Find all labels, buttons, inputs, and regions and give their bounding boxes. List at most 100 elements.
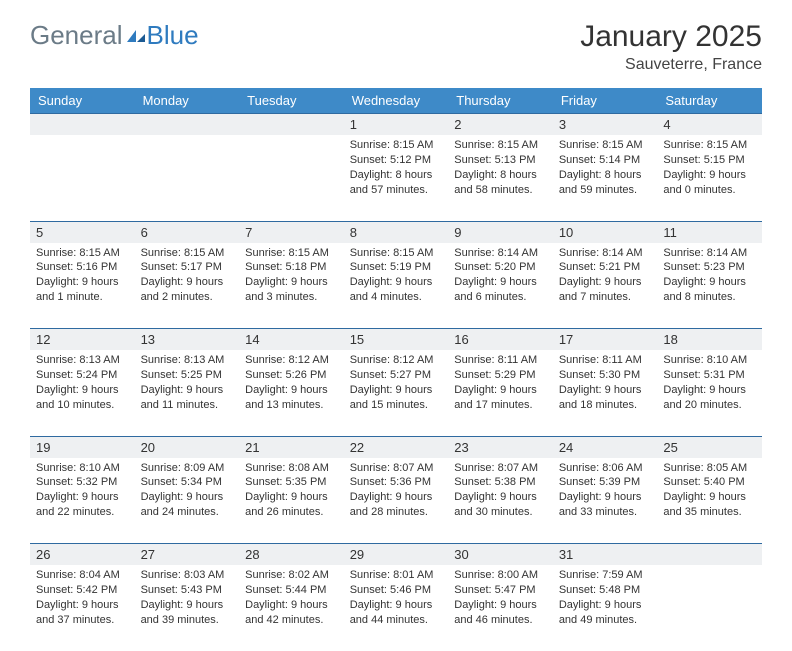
day-number: 15 — [344, 329, 449, 351]
day-number: 1 — [344, 114, 449, 136]
daynum-row: 262728293031 — [30, 544, 762, 566]
sun-info: Sunrise: 8:14 AMSunset: 5:20 PMDaylight:… — [454, 246, 547, 305]
logo-text-blue: Blue — [147, 20, 199, 51]
day-cell — [657, 565, 762, 651]
day-cell: Sunrise: 8:12 AMSunset: 5:26 PMDaylight:… — [239, 350, 344, 436]
day-number: 23 — [448, 436, 553, 458]
day-number: 19 — [30, 436, 135, 458]
sun-info: Sunrise: 8:10 AMSunset: 5:31 PMDaylight:… — [663, 353, 756, 412]
day-number: 20 — [135, 436, 240, 458]
day-cell — [30, 135, 135, 221]
day-number — [135, 114, 240, 136]
sun-info: Sunrise: 8:15 AMSunset: 5:12 PMDaylight:… — [350, 138, 443, 197]
day-number: 29 — [344, 544, 449, 566]
day-number: 30 — [448, 544, 553, 566]
day-number: 25 — [657, 436, 762, 458]
day-cell: Sunrise: 8:15 AMSunset: 5:16 PMDaylight:… — [30, 243, 135, 329]
page-subtitle: Sauveterre, France — [580, 56, 762, 74]
day-number: 22 — [344, 436, 449, 458]
day-cell: Sunrise: 8:07 AMSunset: 5:38 PMDaylight:… — [448, 458, 553, 544]
day-cell: Sunrise: 8:14 AMSunset: 5:21 PMDaylight:… — [553, 243, 658, 329]
daynum-row: 567891011 — [30, 221, 762, 243]
sun-info: Sunrise: 8:09 AMSunset: 5:34 PMDaylight:… — [141, 461, 234, 520]
day-number: 7 — [239, 221, 344, 243]
day-cell: Sunrise: 8:15 AMSunset: 5:12 PMDaylight:… — [344, 135, 449, 221]
day-cell: Sunrise: 8:06 AMSunset: 5:39 PMDaylight:… — [553, 458, 658, 544]
day-number: 16 — [448, 329, 553, 351]
day-cell: Sunrise: 8:13 AMSunset: 5:25 PMDaylight:… — [135, 350, 240, 436]
day-number: 17 — [553, 329, 658, 351]
day-number: 5 — [30, 221, 135, 243]
weekday-header: Friday — [553, 88, 658, 114]
day-cell: Sunrise: 8:14 AMSunset: 5:20 PMDaylight:… — [448, 243, 553, 329]
sun-info: Sunrise: 8:15 AMSunset: 5:14 PMDaylight:… — [559, 138, 652, 197]
day-cell: Sunrise: 8:15 AMSunset: 5:17 PMDaylight:… — [135, 243, 240, 329]
day-number — [30, 114, 135, 136]
day-cell: Sunrise: 8:15 AMSunset: 5:14 PMDaylight:… — [553, 135, 658, 221]
weekday-header: Wednesday — [344, 88, 449, 114]
page-title: January 2025 — [580, 20, 762, 54]
sun-info: Sunrise: 8:15 AMSunset: 5:19 PMDaylight:… — [350, 246, 443, 305]
day-number: 13 — [135, 329, 240, 351]
day-number: 3 — [553, 114, 658, 136]
day-cell: Sunrise: 8:01 AMSunset: 5:46 PMDaylight:… — [344, 565, 449, 651]
daynum-row: 19202122232425 — [30, 436, 762, 458]
day-number — [239, 114, 344, 136]
day-cell: Sunrise: 8:15 AMSunset: 5:13 PMDaylight:… — [448, 135, 553, 221]
sun-info: Sunrise: 8:14 AMSunset: 5:21 PMDaylight:… — [559, 246, 652, 305]
sun-info: Sunrise: 8:05 AMSunset: 5:40 PMDaylight:… — [663, 461, 756, 520]
dayinfo-row: Sunrise: 8:10 AMSunset: 5:32 PMDaylight:… — [30, 458, 762, 544]
sun-info: Sunrise: 8:11 AMSunset: 5:29 PMDaylight:… — [454, 353, 547, 412]
logo-text-general: General — [30, 20, 123, 51]
day-cell: Sunrise: 8:10 AMSunset: 5:31 PMDaylight:… — [657, 350, 762, 436]
day-cell: Sunrise: 8:02 AMSunset: 5:44 PMDaylight:… — [239, 565, 344, 651]
sun-info: Sunrise: 8:13 AMSunset: 5:24 PMDaylight:… — [36, 353, 129, 412]
day-cell: Sunrise: 8:00 AMSunset: 5:47 PMDaylight:… — [448, 565, 553, 651]
dayinfo-row: Sunrise: 8:15 AMSunset: 5:12 PMDaylight:… — [30, 135, 762, 221]
day-number: 2 — [448, 114, 553, 136]
sun-info: Sunrise: 8:04 AMSunset: 5:42 PMDaylight:… — [36, 568, 129, 627]
day-number: 24 — [553, 436, 658, 458]
sun-info: Sunrise: 8:15 AMSunset: 5:13 PMDaylight:… — [454, 138, 547, 197]
weekday-header-row: SundayMondayTuesdayWednesdayThursdayFrid… — [30, 88, 762, 114]
weekday-header: Thursday — [448, 88, 553, 114]
day-cell: Sunrise: 8:09 AMSunset: 5:34 PMDaylight:… — [135, 458, 240, 544]
sun-info: Sunrise: 8:02 AMSunset: 5:44 PMDaylight:… — [245, 568, 338, 627]
sun-info: Sunrise: 8:15 AMSunset: 5:16 PMDaylight:… — [36, 246, 129, 305]
sun-info: Sunrise: 8:00 AMSunset: 5:47 PMDaylight:… — [454, 568, 547, 627]
day-number: 8 — [344, 221, 449, 243]
day-cell: Sunrise: 8:15 AMSunset: 5:18 PMDaylight:… — [239, 243, 344, 329]
daynum-row: 12131415161718 — [30, 329, 762, 351]
sun-info: Sunrise: 8:07 AMSunset: 5:38 PMDaylight:… — [454, 461, 547, 520]
day-cell: Sunrise: 8:15 AMSunset: 5:19 PMDaylight:… — [344, 243, 449, 329]
day-cell: Sunrise: 8:05 AMSunset: 5:40 PMDaylight:… — [657, 458, 762, 544]
day-number: 14 — [239, 329, 344, 351]
day-number: 26 — [30, 544, 135, 566]
day-number: 9 — [448, 221, 553, 243]
day-number: 11 — [657, 221, 762, 243]
day-number: 27 — [135, 544, 240, 566]
day-cell: Sunrise: 7:59 AMSunset: 5:48 PMDaylight:… — [553, 565, 658, 651]
dayinfo-row: Sunrise: 8:15 AMSunset: 5:16 PMDaylight:… — [30, 243, 762, 329]
logo: General Blue — [30, 20, 199, 51]
sun-info: Sunrise: 8:03 AMSunset: 5:43 PMDaylight:… — [141, 568, 234, 627]
day-cell: Sunrise: 8:11 AMSunset: 5:29 PMDaylight:… — [448, 350, 553, 436]
sun-info: Sunrise: 8:10 AMSunset: 5:32 PMDaylight:… — [36, 461, 129, 520]
day-cell: Sunrise: 8:07 AMSunset: 5:36 PMDaylight:… — [344, 458, 449, 544]
day-cell — [135, 135, 240, 221]
calendar-table: SundayMondayTuesdayWednesdayThursdayFrid… — [30, 88, 762, 651]
sun-info: Sunrise: 7:59 AMSunset: 5:48 PMDaylight:… — [559, 568, 652, 627]
sun-info: Sunrise: 8:12 AMSunset: 5:27 PMDaylight:… — [350, 353, 443, 412]
sun-info: Sunrise: 8:14 AMSunset: 5:23 PMDaylight:… — [663, 246, 756, 305]
day-number: 28 — [239, 544, 344, 566]
weekday-header: Monday — [135, 88, 240, 114]
day-cell: Sunrise: 8:15 AMSunset: 5:15 PMDaylight:… — [657, 135, 762, 221]
day-number — [657, 544, 762, 566]
weekday-header: Sunday — [30, 88, 135, 114]
sun-info: Sunrise: 8:11 AMSunset: 5:30 PMDaylight:… — [559, 353, 652, 412]
day-number: 12 — [30, 329, 135, 351]
day-cell: Sunrise: 8:08 AMSunset: 5:35 PMDaylight:… — [239, 458, 344, 544]
day-number: 21 — [239, 436, 344, 458]
sun-info: Sunrise: 8:12 AMSunset: 5:26 PMDaylight:… — [245, 353, 338, 412]
day-cell: Sunrise: 8:11 AMSunset: 5:30 PMDaylight:… — [553, 350, 658, 436]
